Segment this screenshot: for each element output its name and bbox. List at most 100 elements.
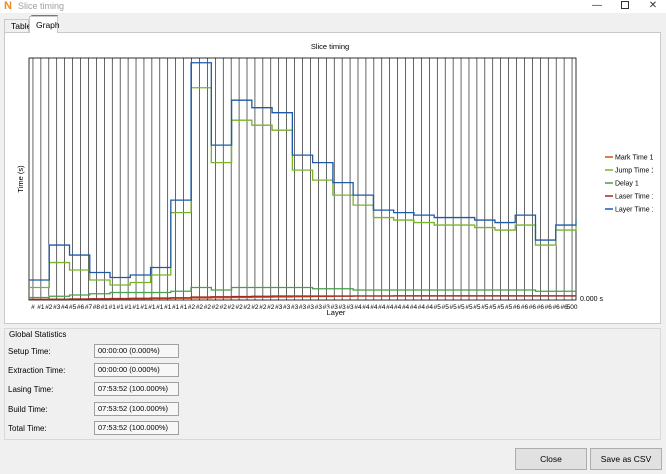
legend-label: Layer Time 1 [615, 207, 653, 214]
legend-label: Mark Time 1 [615, 155, 653, 162]
x-tick-label: #3 [53, 304, 61, 311]
x-tick-label: #3 [307, 304, 315, 311]
x-tick-label: #1 [109, 304, 117, 311]
x-tick-label: #1 [132, 304, 140, 311]
y-tick-label: 0.000 s [580, 296, 603, 303]
title-bar: N Slice timing — ✕ [0, 0, 666, 13]
slice-timing-chart: Slice timing Time (s) 0.000 s # #1 #2 #3 #4 #… [16, 42, 653, 319]
minimize-button[interactable]: — [592, 0, 602, 11]
chart-gridlines [32, 58, 573, 300]
y-axis-label: Time (s) [16, 165, 25, 193]
x-tick-label: # [31, 304, 35, 311]
x-tick-label: #3 [346, 304, 354, 311]
extraction-time-label: Extraction Time: [8, 366, 66, 375]
close-button[interactable]: Close [515, 448, 587, 470]
x-tick-label: #5 [497, 304, 505, 311]
x-tick-label: #2 [188, 304, 196, 311]
x-tick-label: #4 [61, 304, 69, 311]
x-tick-label: #6 [537, 304, 545, 311]
app-logo-icon: N [4, 0, 12, 12]
setup-time-field: 00:00:00 (0.000%) [94, 344, 179, 358]
x-tick-label: #7 [85, 304, 93, 311]
lasing-time-field: 07:53:52 (100.000%) [94, 382, 179, 396]
x-tick-label: #4 [386, 304, 394, 311]
extraction-time-field: 00:00:00 (0.000%) [94, 363, 179, 377]
x-axis-label: Layer [327, 308, 346, 317]
x-tick-label: #2 [220, 304, 228, 311]
series-line-jump-time-1 [29, 87, 577, 289]
build-time-label: Build Time: [8, 405, 48, 414]
x-tick-label: #1 [180, 304, 188, 311]
x-tick-label: #2 [243, 304, 251, 311]
maximize-icon [621, 1, 629, 10]
close-window-button[interactable]: ✕ [648, 0, 658, 11]
x-tick-label: #5 [434, 304, 442, 311]
build-time-field: 07:53:52 (100.000%) [94, 402, 179, 416]
tab-graph[interactable]: Graph [29, 16, 60, 33]
x-tick-label: #1 [164, 304, 172, 311]
x-tick-label: #6 [77, 304, 85, 311]
x-tick-label: #5 [450, 304, 458, 311]
legend-label: Laser Time 1 [615, 194, 653, 201]
x-tick-label: #5 [473, 304, 481, 311]
x-tick-label: #8 [93, 304, 101, 311]
x-tick-label: #3 [283, 304, 291, 311]
x-tick-label: #4 [418, 304, 426, 311]
x-tick-label: #1 [148, 304, 156, 311]
x-tick-label: #6 [553, 304, 561, 311]
x-tick-label: #2 [259, 304, 267, 311]
x-tick-label: #1 [117, 304, 125, 311]
chart-series [29, 62, 577, 301]
x-tick-label: #2 [204, 304, 212, 311]
x-tick-label: #6 [521, 304, 529, 311]
total-time-field: 07:53:52 (100.000%) [94, 421, 179, 435]
window-title: Slice timing [18, 1, 65, 11]
x-tick-label: #3 [299, 304, 307, 311]
x-tick-label: #2 [235, 304, 243, 311]
x-tick-label: #4 [362, 304, 370, 311]
x-tick-label: #4 [370, 304, 378, 311]
global-statistics-title: Global Statistics [9, 330, 67, 339]
x-tick-label: #3 [339, 304, 347, 311]
x-tick-label: #6 [529, 304, 537, 311]
x-tick-labels: # #1 #2 #3 #4 #5 #6 #7 #8 #1 #1 #1 #1 #1 #1 #1 #1 #1 #1 #1 #… [31, 304, 578, 311]
x-tick-label: #5 [505, 304, 513, 311]
x-tick-label: #4 [394, 304, 402, 311]
x-tick-label: #3 [315, 304, 323, 311]
global-statistics-group: Global Statistics Setup Time: 00:00:00 (… [4, 328, 661, 440]
setup-time-label: Setup Time: [8, 347, 51, 356]
plot-area-border [28, 57, 577, 301]
x-tick-label: #2 [228, 304, 236, 311]
x-tick-label: #1 [172, 304, 180, 311]
x-tick-label: #6 [560, 304, 568, 311]
x-tick-label: #2 [45, 304, 53, 311]
x-tick-label: #4 [410, 304, 418, 311]
lasing-time-label: Lasing Time: [8, 385, 54, 394]
x-tick-label: #5 [465, 304, 473, 311]
tab-table[interactable]: Table [4, 19, 31, 33]
save-as-csv-button[interactable]: Save as CSV [590, 448, 662, 470]
series-line-laser-time-1 [29, 295, 576, 301]
x-tick-label: #3 [275, 304, 283, 311]
x-tick-label: #2 [212, 304, 220, 311]
maximize-button[interactable] [610, 0, 640, 13]
chart-title: Slice timing [311, 42, 349, 51]
x-tick-label: #2 [267, 304, 275, 311]
x-tick-label: #4 [426, 304, 434, 311]
x-tick-label: #2 [251, 304, 259, 311]
legend-label: Jump Time 1 [615, 168, 653, 175]
x-tick-label: #2 [196, 304, 204, 311]
x-tick-label: #3 [331, 304, 339, 311]
x-tick-label: 500 [567, 304, 578, 311]
x-tick-label: #5 [481, 304, 489, 311]
x-tick-label: #3 [323, 304, 331, 311]
x-tick-label: #1 [140, 304, 148, 311]
total-time-label: Total Time: [8, 424, 47, 433]
x-tick-label: #3 [291, 304, 299, 311]
x-tick-label: #1 [156, 304, 164, 311]
x-tick-label: #6 [513, 304, 521, 311]
series-line-delay-1 [29, 286, 576, 299]
x-tick-label: #4 [402, 304, 410, 311]
series-line-layer-time-1 [29, 62, 577, 281]
x-tick-label: #5 [457, 304, 465, 311]
